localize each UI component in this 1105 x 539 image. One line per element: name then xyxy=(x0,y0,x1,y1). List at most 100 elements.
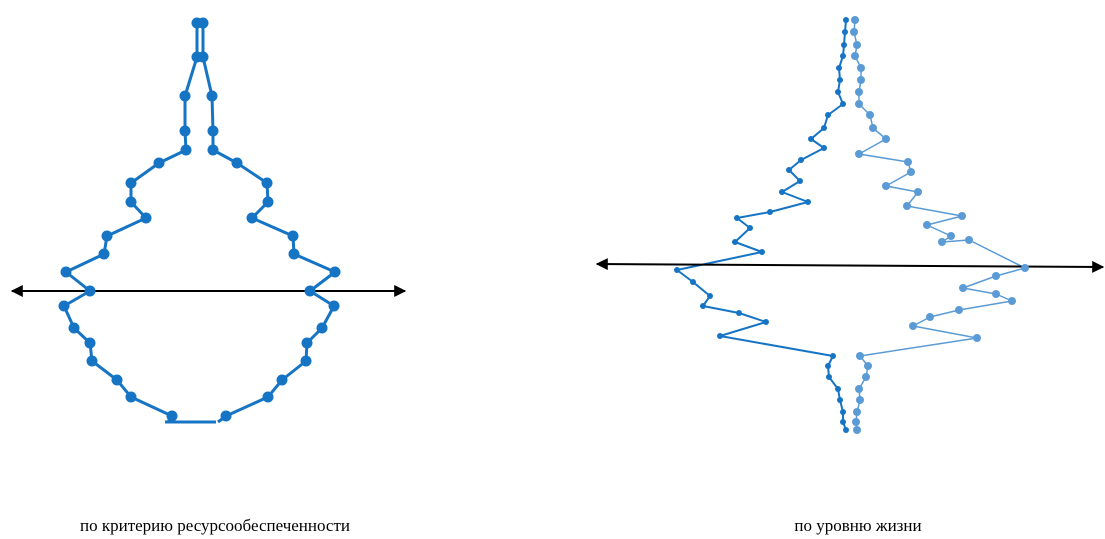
right-profile-point xyxy=(717,333,723,339)
left-profile-point xyxy=(288,248,300,260)
right-profile-point xyxy=(864,362,872,370)
right-profile-point xyxy=(843,17,849,23)
right-profile-point xyxy=(808,136,814,142)
left-profile-right-line xyxy=(201,23,337,424)
right-profile-point xyxy=(840,419,846,425)
left-profile-point xyxy=(262,391,274,403)
left-profile-point xyxy=(84,337,96,349)
right-profile-point xyxy=(835,89,841,95)
left-profile-point xyxy=(84,285,96,297)
right-profile-point xyxy=(853,426,861,434)
right-axis-arrow xyxy=(595,258,1105,273)
right-profile-point xyxy=(857,76,865,84)
right-profile-point xyxy=(767,209,773,215)
right-profile-point xyxy=(1021,264,1029,272)
left-profile-point xyxy=(68,322,80,334)
left-profile-point xyxy=(111,374,123,386)
caption-resource-criterion: по критерию ресурсообеспеченности xyxy=(79,516,351,535)
left-profile-point xyxy=(276,374,288,386)
left-profile-point xyxy=(179,90,191,102)
right-profile-point xyxy=(797,178,803,184)
left-profile-point xyxy=(125,196,137,208)
right-profile-point xyxy=(855,150,863,158)
right-profile-point xyxy=(798,157,804,163)
right-profile-point xyxy=(992,290,1000,298)
left-profile-point xyxy=(300,355,312,367)
right-profile-point xyxy=(707,293,713,299)
left-profile-point xyxy=(179,125,191,137)
left-profile-point xyxy=(301,337,313,349)
left-profile-point xyxy=(101,230,113,242)
right-profile-point xyxy=(837,397,843,403)
right-profile-point xyxy=(855,385,863,393)
right-profile-point xyxy=(904,158,912,166)
left-profile-point xyxy=(329,266,341,278)
left-profile-point xyxy=(207,144,219,156)
right-profile-point xyxy=(926,313,934,321)
right-profile-point xyxy=(786,167,792,173)
left-profile-point xyxy=(125,177,137,189)
right-profile-point xyxy=(835,386,841,392)
left-profile-point xyxy=(125,391,137,403)
left-profile-point xyxy=(328,300,340,312)
right-profile-point xyxy=(837,77,843,83)
left-profile-point xyxy=(231,157,243,169)
right-profile-point xyxy=(959,284,967,292)
right-profile-point xyxy=(763,319,769,325)
left-profile-point xyxy=(86,355,98,367)
right-profile-point xyxy=(965,236,973,244)
right-profile-point xyxy=(914,188,922,196)
right-profile-point xyxy=(842,29,848,35)
right-profile-point xyxy=(907,168,915,176)
left-profile-point xyxy=(262,196,274,208)
left-profile-point xyxy=(206,90,218,102)
left-diagram xyxy=(10,17,407,424)
right-profile-point xyxy=(992,272,1000,280)
right-profile-point xyxy=(732,239,738,245)
right-profile-point xyxy=(866,111,874,119)
right-profile-point xyxy=(853,408,861,416)
left-profile-point xyxy=(287,230,299,242)
right-profile-left-line xyxy=(676,19,847,431)
right-profile-point xyxy=(826,374,832,380)
right-profile-point xyxy=(821,145,827,151)
left-profile-point xyxy=(207,125,219,137)
right-profile-point xyxy=(840,53,846,59)
right-profile-point xyxy=(747,225,753,231)
right-profile-point xyxy=(805,199,811,205)
left-profile-point xyxy=(98,248,110,260)
right-profile-point xyxy=(759,249,765,255)
right-profile-point xyxy=(855,88,863,96)
left-profile-point xyxy=(197,17,209,29)
right-profile-point xyxy=(856,396,864,404)
right-profile-point xyxy=(857,64,865,72)
right-profile-point xyxy=(973,334,981,342)
left-profile-point xyxy=(316,322,328,334)
right-profile-point xyxy=(843,427,849,433)
right-profile-point xyxy=(856,352,864,360)
left-profile-point xyxy=(220,410,232,422)
right-profile-point xyxy=(734,215,740,221)
left-profile-point xyxy=(197,51,209,63)
right-profile-point xyxy=(1008,297,1016,305)
right-diagram xyxy=(595,16,1105,434)
left-profile-point xyxy=(153,157,165,169)
right-profile-point xyxy=(955,306,963,314)
left-profile-point xyxy=(246,212,258,224)
right-profile-point xyxy=(855,100,863,108)
right-profile-point xyxy=(700,303,706,309)
right-profile-point xyxy=(853,41,861,49)
right-profile-point xyxy=(850,28,858,36)
right-profile-point xyxy=(821,125,827,131)
right-profile-point xyxy=(674,267,680,273)
right-profile-point xyxy=(825,363,831,369)
left-profile-point xyxy=(166,410,178,422)
left-profile-left-line xyxy=(62,23,199,423)
right-profile-point xyxy=(947,232,955,240)
right-profile-point xyxy=(851,52,859,60)
right-profile-point xyxy=(938,238,946,246)
right-profile-point xyxy=(830,353,836,359)
right-profile-point xyxy=(923,221,931,229)
right-profile-point xyxy=(825,112,831,118)
